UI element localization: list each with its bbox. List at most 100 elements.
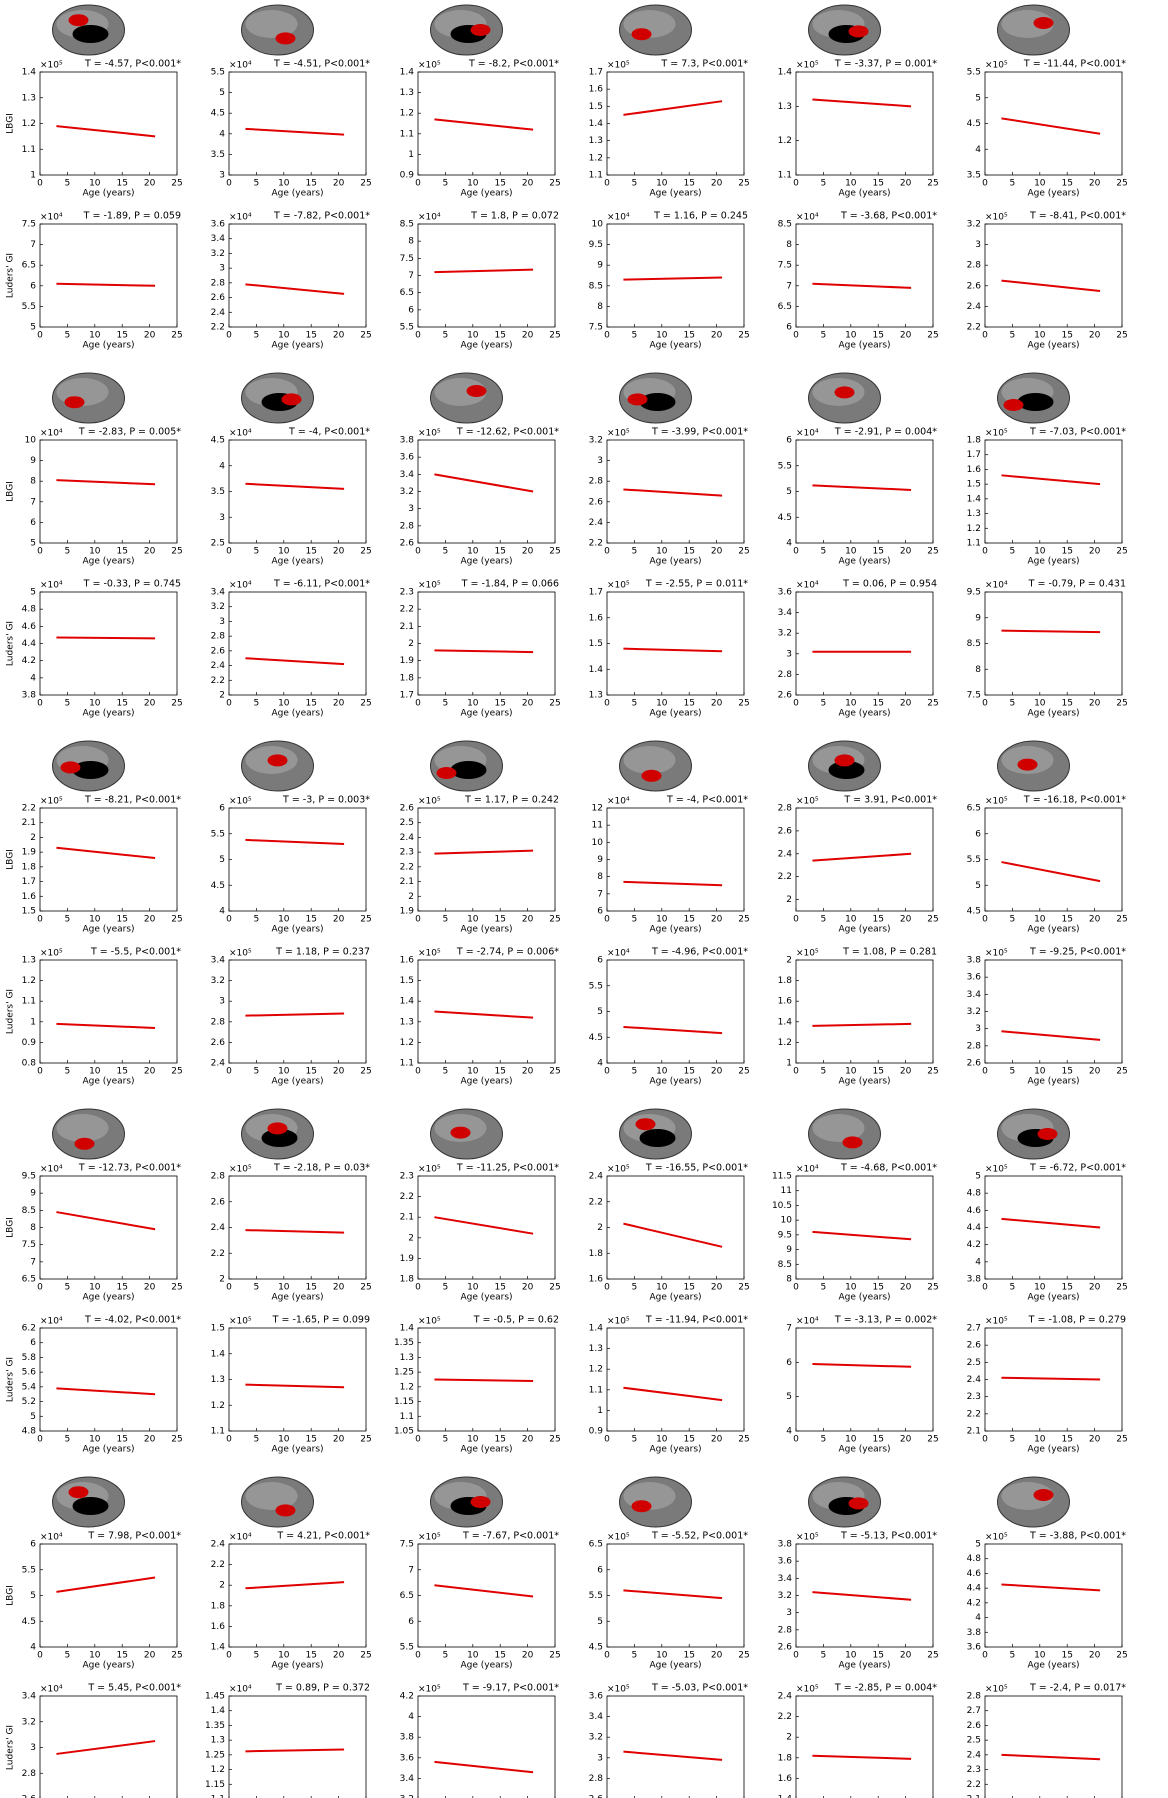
y-exponent: ×10⁵	[985, 61, 1008, 71]
x-tick-label: 5	[1010, 1283, 1016, 1293]
x-tick-label: 5	[443, 547, 449, 557]
y-tick-label: 4	[219, 129, 225, 139]
y-tick-label: 6.5	[400, 288, 414, 298]
y-exponent: ×10⁴	[229, 1533, 252, 1543]
x-tick-label: 15	[1061, 699, 1072, 709]
y-exponent: ×10⁴	[229, 429, 252, 439]
y-exponent: ×10⁵	[607, 1533, 630, 1543]
panel-title: T = -4.51, P<0.001*	[273, 59, 370, 70]
y-exponent: ×10⁵	[607, 429, 630, 439]
x-tick-label: 0	[793, 915, 799, 925]
y-tick-label: 11	[781, 1186, 792, 1196]
x-tick-label: 5	[821, 1283, 827, 1293]
y-tick-label: 1.1	[400, 1059, 414, 1069]
x-axis-label: Age (years)	[1027, 1445, 1079, 1455]
panel-title: T = -3.99, P<0.001*	[651, 427, 748, 438]
x-tick-label: 20	[333, 179, 345, 189]
brain-inner	[73, 1497, 109, 1515]
plot-frame	[796, 592, 933, 695]
y-tick-label: 2.6	[778, 691, 793, 701]
x-tick-label: 0	[604, 699, 610, 709]
y-tick-label: 1.1	[22, 145, 36, 155]
y-tick-label: 9	[786, 1245, 792, 1255]
x-axis-label: Age (years)	[649, 189, 701, 199]
y-tick-label: 9	[975, 613, 981, 623]
x-tick-label: 10	[1034, 547, 1046, 557]
y-tick-label: 3.6	[400, 453, 415, 463]
y-tick-label: 1.3	[211, 1375, 225, 1385]
x-tick-label: 0	[793, 331, 799, 341]
x-tick-label: 5	[443, 179, 449, 189]
y-tick-label: 4	[597, 1059, 603, 1069]
x-tick-label: 0	[604, 1435, 610, 1445]
y-tick-label: 2.8	[589, 477, 604, 487]
y-tick-label: 4	[30, 1643, 36, 1653]
x-tick-label: 25	[927, 179, 938, 189]
x-tick-label: 0	[604, 331, 610, 341]
y-tick-label: 1.2	[22, 119, 36, 129]
y-tick-label: 6	[30, 281, 36, 291]
x-axis-label: Age (years)	[271, 1293, 323, 1303]
x-tick-label: 25	[738, 699, 749, 709]
x-tick-label: 0	[415, 699, 421, 709]
y-tick-label: 3	[597, 456, 603, 466]
y-exponent: ×10⁴	[229, 581, 252, 591]
y-tick-label: 1.6	[589, 613, 604, 623]
y-tick-label: 3.4	[211, 234, 226, 244]
x-tick-label: 20	[333, 1651, 345, 1661]
x-tick-label: 15	[683, 1283, 694, 1293]
y-exponent: ×10⁵	[229, 949, 252, 959]
y-tick-label: 4.5	[967, 907, 981, 917]
x-tick-label: 20	[711, 179, 723, 189]
x-tick-label: 10	[845, 915, 857, 925]
y-tick-label: 2.6	[967, 281, 982, 291]
x-tick-label: 25	[927, 915, 938, 925]
y-tick-label: 9	[597, 855, 603, 865]
y-tick-label: 1.6	[967, 465, 982, 475]
brain-region	[75, 1138, 95, 1150]
y-tick-label: 2.5	[967, 1358, 981, 1368]
x-tick-label: 5	[443, 699, 449, 709]
y-exponent: ×10⁵	[418, 1533, 441, 1543]
y-tick-label: 3.6	[778, 1557, 793, 1567]
x-tick-label: 0	[604, 915, 610, 925]
y-tick-label: 1.7	[967, 450, 981, 460]
x-tick-label: 15	[1061, 915, 1072, 925]
x-tick-label: 20	[900, 1651, 912, 1661]
y-tick-label: 9	[597, 261, 603, 271]
x-tick-label: 20	[333, 915, 345, 925]
x-tick-label: 5	[1010, 1067, 1016, 1077]
panel-title: T = -7.82, P<0.001*	[273, 211, 370, 222]
x-tick-label: 5	[443, 331, 449, 341]
panel-title: T = -4.68, P<0.001*	[840, 1163, 937, 1174]
brain-inner	[451, 761, 487, 779]
y-tick-label: 7	[30, 240, 36, 250]
y-tick-label: 8.5	[22, 1206, 36, 1216]
y-tick-label: 4	[786, 539, 792, 549]
y-tick-label: 11	[592, 821, 603, 831]
plot-frame	[607, 440, 744, 543]
y-exponent: ×10⁵	[796, 797, 819, 807]
y-tick-label: 5	[786, 1392, 792, 1402]
plot-frame	[40, 224, 177, 327]
x-tick-label: 15	[494, 547, 505, 557]
x-axis-label: Age (years)	[460, 1077, 512, 1087]
y-tick-label: 9.5	[22, 1172, 36, 1182]
x-tick-label: 25	[360, 1651, 371, 1661]
x-tick-label: 5	[254, 1435, 260, 1445]
y-exponent: ×10⁴	[229, 213, 252, 223]
x-tick-label: 15	[1061, 179, 1072, 189]
x-tick-label: 20	[333, 1067, 345, 1077]
y-tick-label: 8	[30, 1223, 36, 1233]
x-tick-label: 0	[793, 1651, 799, 1661]
y-tick-label: 5.6	[22, 1368, 37, 1378]
y-exponent: ×10⁴	[418, 213, 441, 223]
x-tick-label: 0	[415, 1067, 421, 1077]
x-tick-label: 20	[900, 915, 912, 925]
x-axis-label: Age (years)	[1027, 189, 1079, 199]
x-tick-label: 15	[494, 699, 505, 709]
brain-region	[849, 1497, 869, 1509]
x-tick-label: 15	[494, 915, 505, 925]
x-tick-label: 5	[821, 331, 827, 341]
x-tick-label: 0	[37, 331, 43, 341]
